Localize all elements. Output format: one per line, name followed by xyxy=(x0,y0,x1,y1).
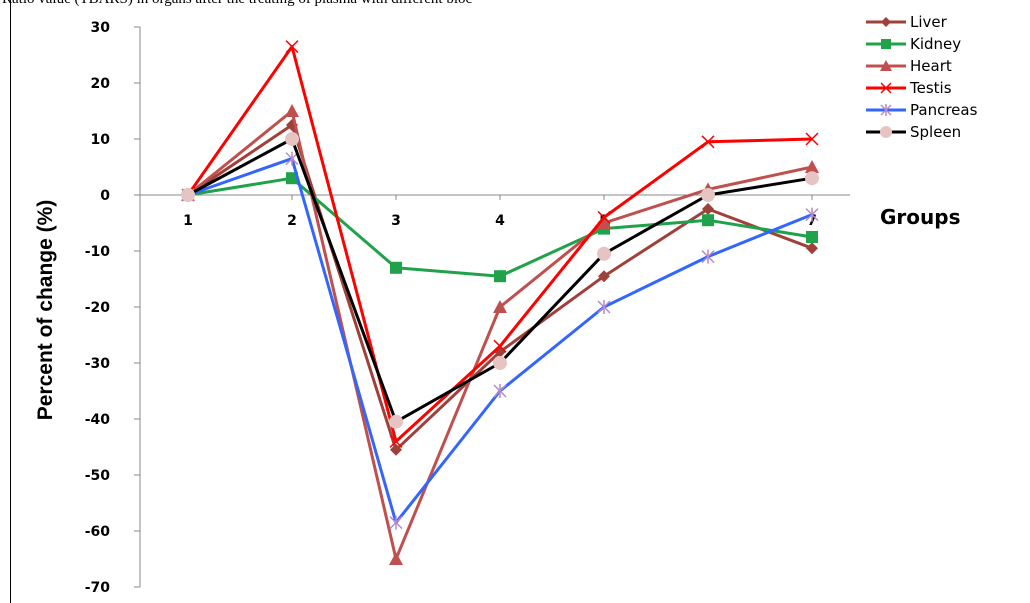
series-pancreas xyxy=(181,151,819,530)
legend-item-liver: Liver xyxy=(866,13,948,31)
data-point-testis xyxy=(285,40,299,54)
y-tick-label: -30 xyxy=(85,356,111,372)
data-point-testis xyxy=(493,339,507,353)
legend-marker-pancreas xyxy=(880,104,892,116)
data-point-pancreas xyxy=(805,207,819,222)
series-spleen xyxy=(181,132,819,429)
data-point-heart xyxy=(805,160,819,173)
data-point-spleen xyxy=(285,132,299,146)
legend-marker-spleen xyxy=(880,126,892,138)
y-axis-label: Percent of change (%) xyxy=(34,200,57,421)
x-tick-label: 4 xyxy=(495,213,505,229)
legend-item-kidney: Kidney xyxy=(866,35,961,53)
data-point-pancreas xyxy=(285,151,299,166)
x-tick-label: 1 xyxy=(183,213,193,229)
series-layer xyxy=(181,40,819,565)
y-tick-label: -60 xyxy=(85,524,111,540)
series-heart xyxy=(181,104,819,565)
data-point-testis xyxy=(389,434,403,448)
legend-marker-liver xyxy=(881,17,891,27)
data-point-spleen xyxy=(597,246,611,261)
legend-label-spleen: Spleen xyxy=(910,123,961,141)
data-point-pancreas xyxy=(701,249,715,264)
legend-label-testis: Testis xyxy=(909,79,952,97)
data-point-heart xyxy=(597,216,611,229)
data-point-liver xyxy=(598,270,610,283)
legend-label-heart: Heart xyxy=(910,57,952,75)
data-point-pancreas xyxy=(597,300,611,314)
data-point-spleen xyxy=(805,171,819,186)
legend-marker-testis xyxy=(880,82,892,94)
series-liver xyxy=(182,119,818,456)
y-tick-label: 20 xyxy=(91,76,111,92)
chart-frame xyxy=(10,0,1030,603)
data-point-kidney xyxy=(702,214,714,227)
legend-label-liver: Liver xyxy=(910,13,948,31)
legend-item-heart: Heart xyxy=(866,57,952,75)
figure-caption: Ratio value (TBARS) in organs after the … xyxy=(2,0,472,8)
y-tick-label: -40 xyxy=(85,412,111,428)
data-point-spleen xyxy=(389,414,403,429)
y-tick-label: -20 xyxy=(85,300,111,316)
data-point-heart xyxy=(493,300,507,313)
data-point-liver xyxy=(390,443,402,456)
legend-label-kidney: Kidney xyxy=(910,35,961,53)
data-point-testis xyxy=(805,132,819,146)
data-point-heart xyxy=(389,552,403,565)
x-tick-label: 3 xyxy=(391,213,401,229)
data-point-pancreas xyxy=(389,515,403,530)
data-point-testis xyxy=(701,135,715,149)
data-point-liver xyxy=(806,242,818,255)
y-tick-label: -10 xyxy=(85,244,111,260)
data-point-spleen xyxy=(493,356,507,370)
y-tick-label: -70 xyxy=(85,580,111,596)
data-point-kidney xyxy=(494,270,506,283)
series-line-heart xyxy=(187,109,813,561)
x-axis-label: Groups xyxy=(880,205,960,229)
y-tick-label: 30 xyxy=(91,20,111,36)
legend-marker-kidney xyxy=(881,39,891,49)
series-line-liver xyxy=(187,123,813,452)
y-tick-label: 10 xyxy=(91,132,111,148)
data-point-testis xyxy=(597,210,611,224)
y-tick-label: -50 xyxy=(85,468,111,484)
legend-item-testis: Testis xyxy=(866,79,952,97)
legend-item-pancreas: Pancreas xyxy=(866,101,978,119)
legend-item-spleen: Spleen xyxy=(866,123,961,141)
y-tick-label: 0 xyxy=(100,188,110,204)
legend-label-pancreas: Pancreas xyxy=(910,101,978,119)
x-tick-label: 2 xyxy=(287,213,297,229)
data-point-spleen xyxy=(181,188,195,202)
data-point-pancreas xyxy=(493,384,507,398)
data-point-kidney xyxy=(286,172,298,185)
legend: Liver Kidney Heart Testis Pancreas Spleen xyxy=(866,13,978,141)
series-line-testis xyxy=(186,45,813,443)
data-point-heart xyxy=(285,104,299,117)
data-point-kidney xyxy=(390,261,402,274)
legend-marker-heart xyxy=(880,60,892,71)
data-point-kidney xyxy=(806,231,818,243)
data-point-liver xyxy=(702,203,714,215)
data-point-spleen xyxy=(701,188,715,202)
